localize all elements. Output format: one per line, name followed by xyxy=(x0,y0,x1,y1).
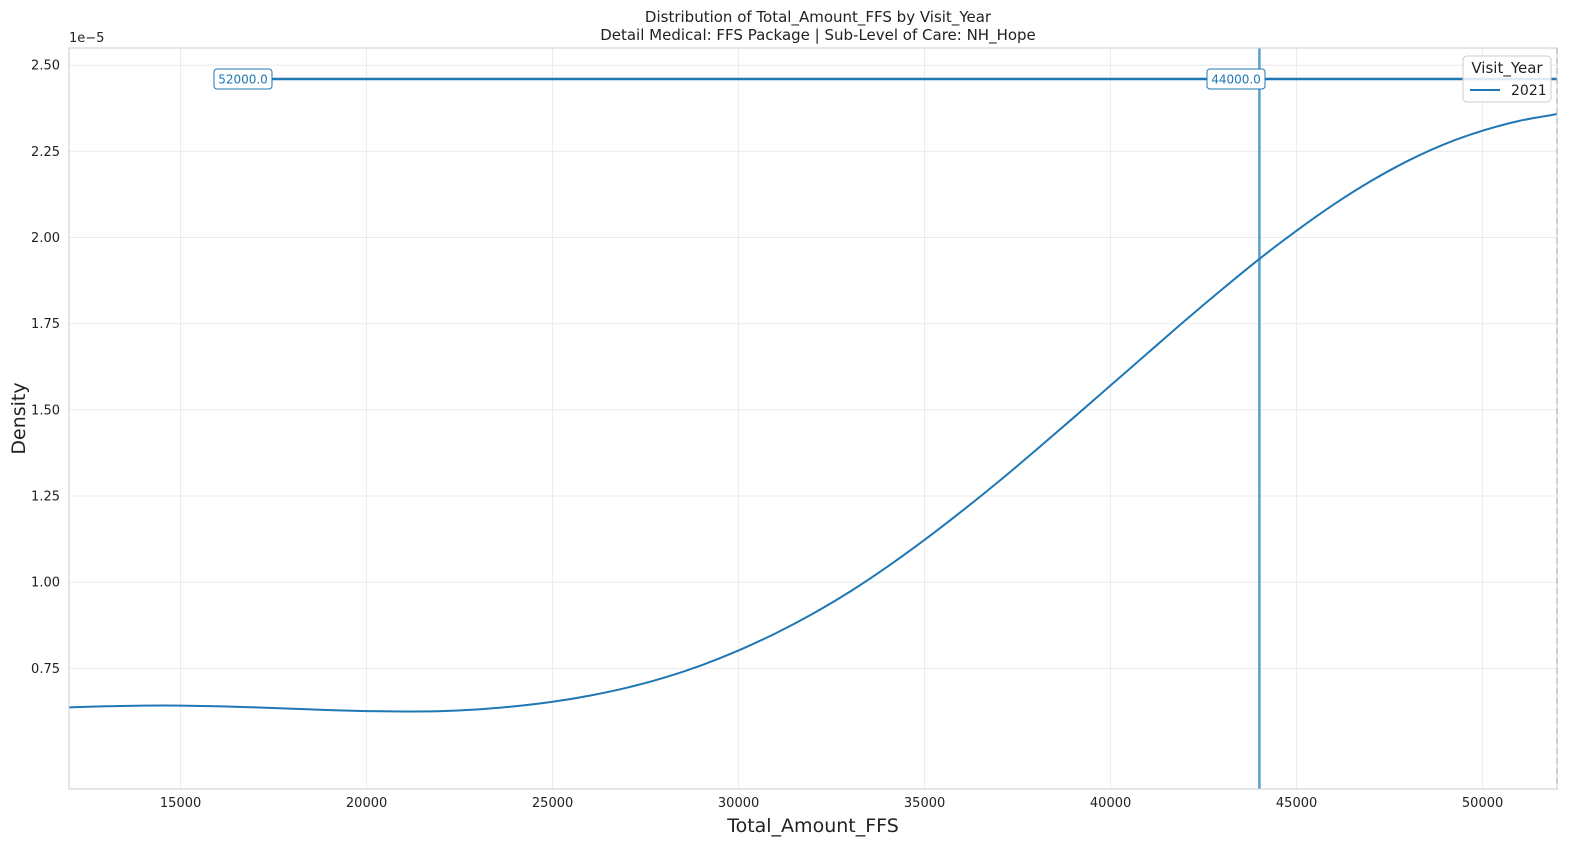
legend: Visit_Year 2021 xyxy=(1462,55,1552,103)
annotation-label-text: 44000.0 xyxy=(1211,73,1261,87)
y-tick-label: 2.50 xyxy=(31,59,60,74)
y-tick-label: 1.00 xyxy=(31,576,60,591)
chart-subtitle: Detail Medical: FFS Package | Sub-Level … xyxy=(600,26,1036,45)
x-tick-label: 40000 xyxy=(1090,796,1131,811)
plot-background xyxy=(69,48,1557,789)
annotation-label-box xyxy=(1206,68,1266,90)
x-tick-label: 45000 xyxy=(1276,796,1317,811)
chart-title: Distribution of Total_Amount_FFS by Visi… xyxy=(645,8,992,27)
y-tick-label: 1.25 xyxy=(31,490,60,505)
gridlines xyxy=(69,48,1557,789)
legend-items: 2021 xyxy=(1470,83,1547,99)
y-axis-offset-label: 1e−5 xyxy=(69,31,104,46)
y-tick-label: 1.75 xyxy=(31,317,60,332)
legend-title: Visit_Year xyxy=(1471,59,1543,78)
x-tick-label: 50000 xyxy=(1462,796,1503,811)
annotation-label: 52000.0 xyxy=(213,68,273,90)
series-line-2021 xyxy=(68,113,1558,713)
x-axis-ticks: 15000 20000 25000 30000 35000 40000 45000 50000 xyxy=(160,796,1503,811)
x-tick-label: 20000 xyxy=(346,796,387,811)
y-tick-label: 2.25 xyxy=(31,145,60,160)
y-axis-label: Density xyxy=(8,382,30,454)
annotation-label: 44000.0 xyxy=(1206,68,1266,90)
x-tick-label: 30000 xyxy=(718,796,759,811)
x-axis-label: Total_Amount_FFS xyxy=(726,815,899,837)
y-tick-label: 1.50 xyxy=(31,403,60,418)
annotation-labels: 52000.0 44000.0 xyxy=(213,68,1266,90)
series-layer xyxy=(68,113,1558,713)
legend-entry-label: 2021 xyxy=(1511,83,1547,99)
x-tick-label: 25000 xyxy=(532,796,573,811)
y-axis-ticks: 0.75 1.00 1.25 1.50 1.75 2.00 2.25 2.50 xyxy=(31,59,60,677)
annotation-label-box xyxy=(213,68,273,90)
plot-area: 52000.0 44000.0 xyxy=(68,47,1558,790)
plot-frame xyxy=(68,47,1558,790)
x-tick-label: 35000 xyxy=(904,796,945,811)
y-tick-label: 0.75 xyxy=(31,662,60,677)
y-tick-label: 2.00 xyxy=(31,231,60,246)
annotation-label-text: 52000.0 xyxy=(218,73,268,87)
x-tick-label: 15000 xyxy=(160,796,201,811)
